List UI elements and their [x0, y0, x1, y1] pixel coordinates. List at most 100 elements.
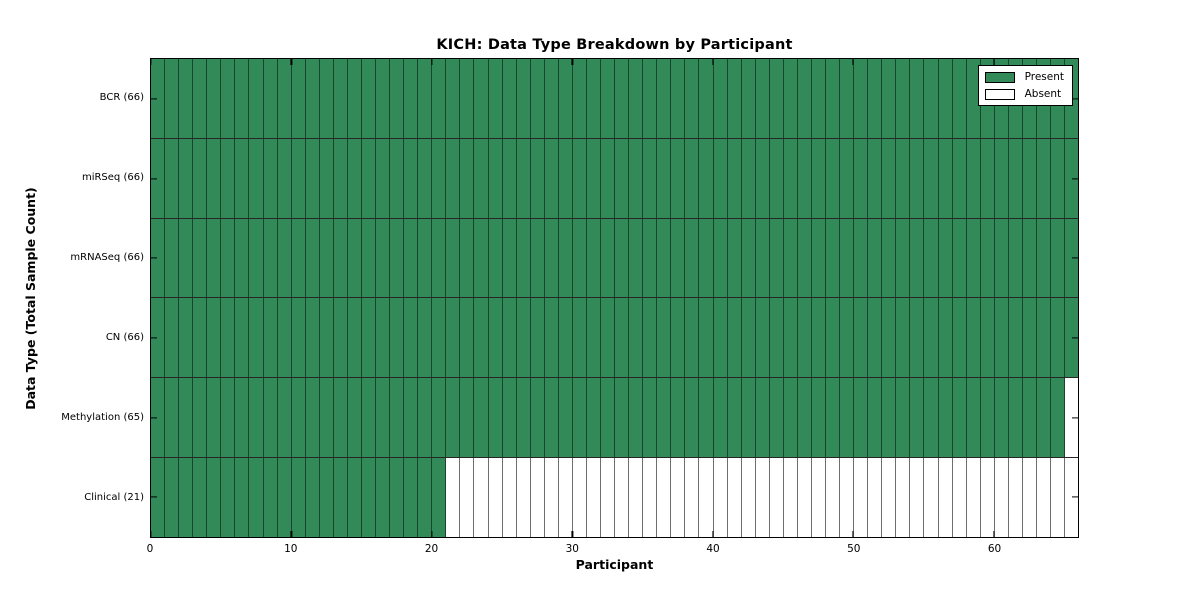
- heatmap-cell: [474, 378, 489, 458]
- heatmap-cell: [727, 59, 742, 138]
- heatmap-cell: [980, 378, 995, 458]
- heatmap-cell: [938, 458, 953, 537]
- heatmap-cell: [966, 378, 981, 458]
- heatmap-cell: [249, 59, 264, 138]
- heatmap-cell: [840, 138, 855, 218]
- heatmap-cell: [305, 59, 320, 138]
- plot-area: Present Absent: [150, 58, 1079, 538]
- heatmap-cell: [277, 458, 292, 537]
- heatmap-cell: [361, 458, 376, 537]
- heatmap-cell: [1051, 218, 1066, 298]
- heatmap-cell: [460, 138, 475, 218]
- heatmap-cell: [994, 378, 1009, 458]
- heatmap-cell: [797, 298, 812, 378]
- heatmap-cell: [361, 138, 376, 218]
- heatmap-cell: [165, 59, 180, 138]
- heatmap-cell: [755, 218, 770, 298]
- legend-label-absent: Absent: [1024, 88, 1062, 100]
- heatmap-cell: [713, 298, 728, 378]
- heatmap-cell: [165, 378, 180, 458]
- heatmap-cell: [797, 138, 812, 218]
- heatmap-cell: [629, 378, 644, 458]
- heatmap-cell: [685, 59, 700, 138]
- heatmap-cell: [671, 458, 686, 537]
- heatmap-cell: [586, 458, 601, 537]
- heatmap-cell: [572, 218, 587, 298]
- heatmap-cell: [558, 59, 573, 138]
- heatmap-cell: [685, 218, 700, 298]
- heatmap-cell: [826, 378, 841, 458]
- heatmap-cell: [840, 458, 855, 537]
- heatmap-cell: [994, 458, 1009, 537]
- heatmap-cell: [896, 458, 911, 537]
- heatmap-cell: [980, 218, 995, 298]
- heatmap-cell: [165, 218, 180, 298]
- heatmap-cell: [446, 138, 461, 218]
- heatmap-cell: [305, 218, 320, 298]
- heatmap-cell: [249, 298, 264, 378]
- heatmap-cell: [1036, 378, 1051, 458]
- heatmap-cell: [699, 458, 714, 537]
- heatmap-cell: [404, 138, 419, 218]
- heatmap-cell: [1022, 378, 1037, 458]
- heatmap-cell: [952, 218, 967, 298]
- heatmap-cell: [586, 59, 601, 138]
- heatmap-cell: [376, 378, 391, 458]
- heatmap-cell: [249, 218, 264, 298]
- heatmap-cell: [235, 218, 250, 298]
- heatmap-cell: [151, 138, 166, 218]
- legend-item-absent: Absent: [984, 88, 1064, 100]
- heatmap-cell: [910, 59, 925, 138]
- heatmap-cell: [179, 458, 194, 537]
- heatmap-cell: [783, 378, 798, 458]
- chart-title: KICH: Data Type Breakdown by Participant: [436, 37, 793, 53]
- heatmap-cell: [319, 458, 334, 537]
- heatmap-cell: [854, 458, 869, 537]
- heatmap-cell: [460, 218, 475, 298]
- heatmap-cell: [868, 59, 883, 138]
- heatmap-cell: [840, 218, 855, 298]
- heatmap-cell: [896, 138, 911, 218]
- heatmap-cell: [347, 218, 362, 298]
- heatmap-cell: [727, 218, 742, 298]
- heatmap-cell: [601, 298, 616, 378]
- heatmap-cell: [615, 378, 630, 458]
- heatmap-cell: [530, 458, 545, 537]
- heatmap-cell: [966, 218, 981, 298]
- heatmap-cell: [727, 298, 742, 378]
- heatmap-cell: [994, 138, 1009, 218]
- x-tick-label-30: 30: [565, 543, 579, 555]
- heatmap-cell: [376, 298, 391, 378]
- heatmap-cell: [685, 458, 700, 537]
- heatmap-cell: [474, 138, 489, 218]
- heatmap-cell: [151, 378, 166, 458]
- heatmap-cell: [544, 59, 559, 138]
- heatmap-cell: [811, 138, 826, 218]
- heatmap-cell: [263, 59, 278, 138]
- heatmap-cell: [558, 138, 573, 218]
- heatmap-cell: [882, 218, 897, 298]
- heatmap-cell: [910, 458, 925, 537]
- heatmap-cell: [811, 378, 826, 458]
- heatmap-cell: [643, 138, 658, 218]
- heatmap-cell: [193, 59, 208, 138]
- heatmap-cell: [488, 378, 503, 458]
- heatmap-cell: [319, 138, 334, 218]
- heatmap-cell: [994, 218, 1009, 298]
- heatmap-cell: [769, 298, 784, 378]
- heatmap-cell: [1008, 378, 1023, 458]
- heatmap-cell: [783, 458, 798, 537]
- heatmap-cell: [601, 59, 616, 138]
- heatmap-cell: [643, 59, 658, 138]
- heatmap-cell: [235, 298, 250, 378]
- heatmap-cell: [460, 59, 475, 138]
- heatmap-cell: [221, 298, 236, 378]
- heatmap-cell: [221, 138, 236, 218]
- heatmap-cell: [1008, 458, 1023, 537]
- heatmap-cell: [207, 218, 222, 298]
- heatmap-cell: [277, 378, 292, 458]
- heatmap-cell: [277, 298, 292, 378]
- heatmap-cell: [671, 138, 686, 218]
- heatmap-cell: [347, 378, 362, 458]
